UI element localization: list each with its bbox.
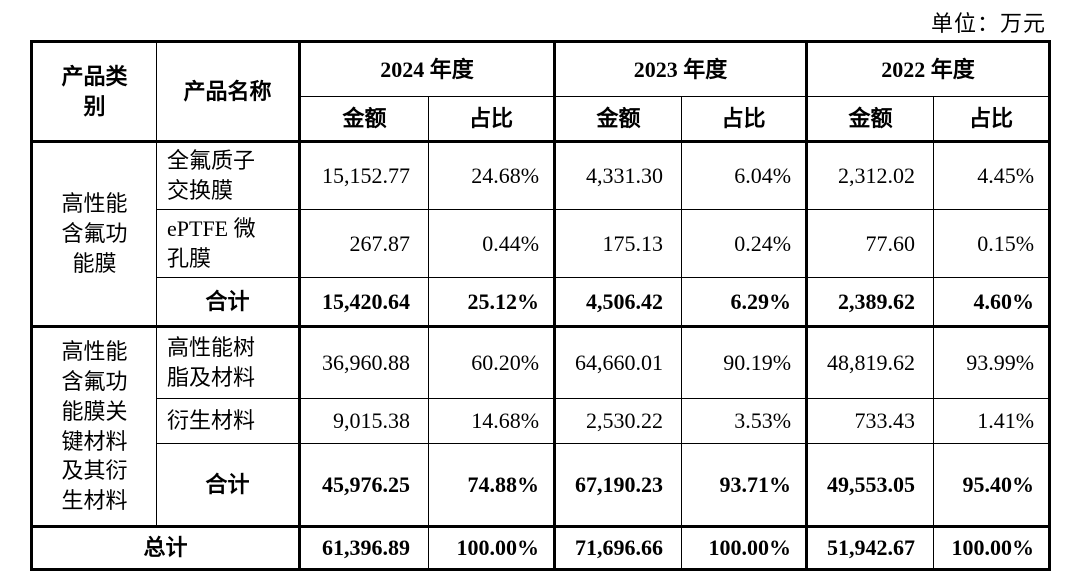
table-row: 高性能含氟功能膜关键材料及其衍生材料 高性能树脂及材料 36,960.88 60…: [31, 326, 1051, 528]
amount-cell: 49,553.05: [805, 443, 935, 528]
ratio-cell: 14.68%: [427, 398, 556, 444]
ratio-cell: 90.19%: [681, 326, 808, 399]
header-product-name: 产品名称: [156, 41, 300, 143]
header-year-2023: 2023 年度: [553, 41, 808, 97]
ratio-cell: 24.68%: [427, 141, 556, 210]
ratio-cell: 60.20%: [427, 326, 556, 399]
header-amount-2024: 金额: [298, 96, 429, 143]
amount-cell: 45,976.25: [298, 443, 429, 528]
ratio-cell: 100.00%: [681, 526, 808, 570]
ratio-cell: 6.29%: [681, 277, 808, 328]
ratio-cell: 74.88%: [427, 443, 556, 528]
amount-cell: 15,420.64: [298, 277, 429, 328]
ratio-cell: 4.60%: [933, 277, 1051, 328]
ratio-cell: 3.53%: [681, 398, 808, 444]
amount-cell: 61,396.89: [298, 526, 429, 570]
product-name-cell: 衍生材料: [156, 398, 300, 444]
subtotal-label: 合计: [156, 443, 300, 528]
amount-cell: 733.43: [805, 398, 935, 444]
header-ratio-2023: 占比: [681, 96, 808, 143]
header-ratio-2024: 占比: [427, 96, 556, 143]
amount-cell: 2,389.62: [805, 277, 935, 328]
ratio-cell: 1.41%: [933, 398, 1051, 444]
header-row-measures: 金额 占比 金额 占比 金额 占比: [32, 96, 1051, 143]
ratio-cell: 93.71%: [681, 443, 808, 528]
amount-cell: 51,942.67: [805, 526, 935, 570]
header-amount-2022: 金额: [805, 96, 935, 143]
amount-cell: 4,506.42: [553, 277, 683, 328]
ratio-cell: 25.12%: [427, 277, 556, 328]
amount-cell: 48,819.62: [805, 326, 935, 399]
amount-cell: 36,960.88: [298, 326, 429, 399]
ratio-cell: 0.15%: [933, 209, 1051, 278]
category-cell-key-materials: 高性能含氟功能膜关键材料及其衍生材料: [31, 326, 157, 528]
product-name-cell: 全氟质子交换膜: [156, 141, 300, 210]
header-year-2024: 2024 年度: [297, 41, 556, 97]
ratio-cell: 4.45%: [933, 141, 1051, 210]
table-row: ePTFE 微孔膜 267.87 0.44% 175.13 0.24% 77.6…: [32, 209, 1051, 278]
header-year-2022: 2022 年度: [805, 41, 1051, 97]
grand-total-label: 总计: [31, 526, 300, 570]
subtotal-row: 合计 45,976.25 74.88% 67,190.23 93.71% 49,…: [32, 443, 1051, 528]
amount-cell: 2,312.02: [805, 141, 935, 210]
ratio-cell: 6.04%: [681, 141, 808, 210]
ratio-cell: 0.24%: [681, 209, 808, 278]
amount-cell: 15,152.77: [298, 141, 429, 210]
category-cell-membranes: 高性能含氟功能膜: [31, 141, 157, 328]
revenue-breakdown-table: 产品类别 产品名称 2024 年度 2023 年度 2022 年度 金额 占比 …: [30, 40, 1052, 571]
subtotal-row: 合计 15,420.64 25.12% 4,506.42 6.29% 2,389…: [32, 277, 1051, 328]
amount-cell: 9,015.38: [298, 398, 429, 444]
ratio-cell: 100.00%: [427, 526, 556, 570]
header-category: 产品类别: [31, 41, 157, 143]
amount-cell: 64,660.01: [553, 326, 683, 399]
amount-cell: 4,331.30: [553, 141, 683, 210]
table-row: 衍生材料 9,015.38 14.68% 2,530.22 3.53% 733.…: [32, 398, 1051, 444]
amount-cell: 77.60: [805, 209, 935, 278]
ratio-cell: 100.00%: [933, 526, 1051, 570]
ratio-cell: 0.44%: [427, 209, 556, 278]
header-amount-2023: 金额: [553, 96, 683, 143]
header-ratio-2022: 占比: [933, 96, 1051, 143]
amount-cell: 175.13: [553, 209, 683, 278]
ratio-cell: 93.99%: [933, 326, 1051, 399]
ratio-cell: 95.40%: [933, 443, 1051, 528]
amount-cell: 2,530.22: [553, 398, 683, 444]
product-name-cell: 高性能树脂及材料: [156, 326, 300, 399]
table-row: 高性能含氟功能膜 全氟质子交换膜 15,152.77 24.68% 4,331.…: [31, 141, 1051, 328]
grand-total-row: 总计 61,396.89 100.00% 71,696.66 100.00% 5…: [31, 526, 1051, 570]
product-name-cell: ePTFE 微孔膜: [156, 209, 300, 278]
unit-note: 单位：万元: [930, 11, 1046, 36]
amount-cell: 67,190.23: [553, 443, 683, 528]
header-row-years: 产品类别 产品名称 2024 年度 2023 年度 2022 年度: [31, 41, 1051, 143]
amount-cell: 267.87: [298, 209, 429, 278]
subtotal-label: 合计: [156, 277, 300, 328]
amount-cell: 71,696.66: [553, 526, 683, 570]
